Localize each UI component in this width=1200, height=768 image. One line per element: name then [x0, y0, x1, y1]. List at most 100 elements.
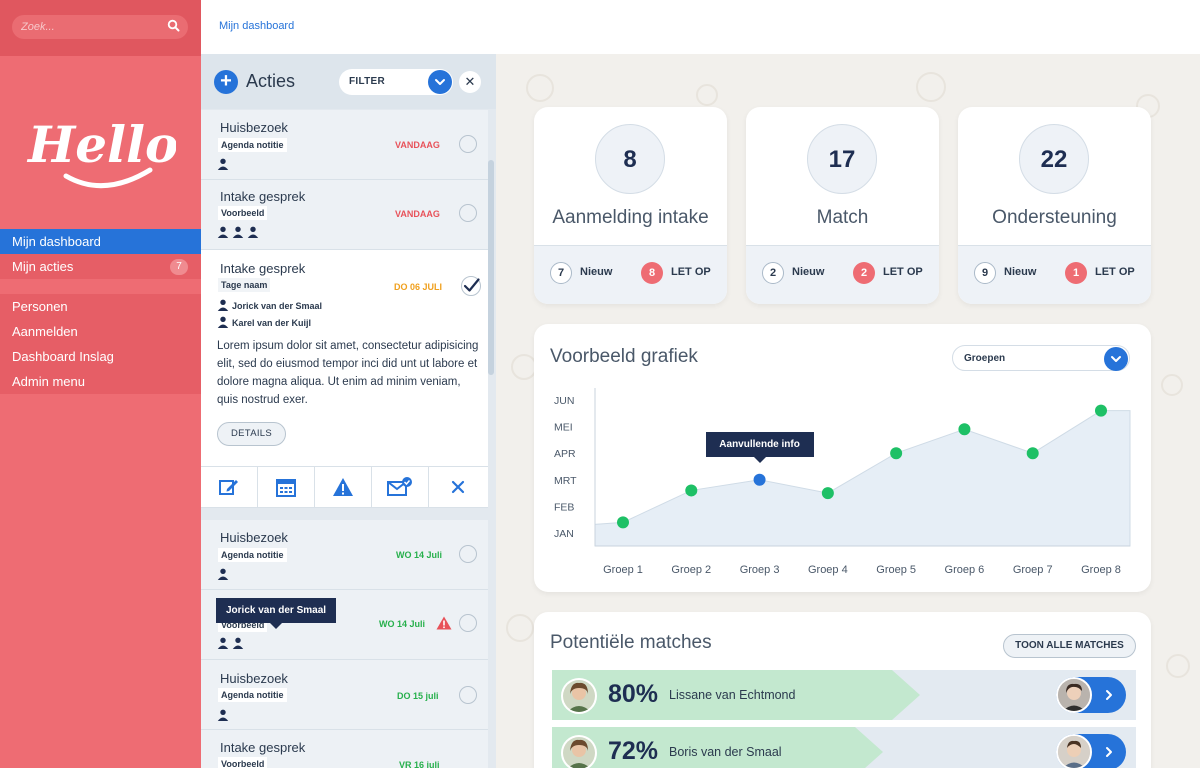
- card-date: VANDAAG: [395, 209, 440, 219]
- sidebar-item-dashboard-inslag[interactable]: Dashboard Inslag: [0, 344, 201, 369]
- sidebar-item-label: Dashboard Inslag: [12, 349, 114, 364]
- edit-button[interactable]: [201, 467, 258, 507]
- avatar: [561, 678, 597, 714]
- avatar: [1056, 734, 1092, 768]
- logo[interactable]: Hello's: [24, 100, 176, 195]
- chart-point: [821, 487, 834, 500]
- card-tag: Tage naam: [218, 278, 271, 292]
- person-icon: [217, 316, 229, 328]
- sidebar-section: [0, 294, 201, 394]
- calendar-icon: [276, 479, 296, 497]
- new-count[interactable]: 7: [550, 262, 572, 284]
- warning-button[interactable]: [315, 467, 372, 507]
- actions-panel: + Acties FILTER ✕ Huisbezoek Agenda noti…: [201, 54, 496, 768]
- sidebar-item-my-actions[interactable]: Mijn acties 7: [0, 254, 201, 279]
- person-tooltip: Jorick van der Smaal: [216, 598, 337, 629]
- group-select[interactable]: Groepen: [952, 345, 1130, 371]
- person-name[interactable]: Karel van der Kuijl: [232, 318, 312, 328]
- x-tick-label: Groep 1: [603, 564, 643, 576]
- complete-checkbox[interactable]: [459, 614, 477, 632]
- match-percent: 72%: [608, 737, 659, 765]
- stat-label: Match: [816, 207, 869, 228]
- action-card[interactable]: Intake gesprek Voorbeeld VR 16 juli: [201, 730, 488, 768]
- alert-count[interactable]: 2: [853, 262, 875, 284]
- chart-area: [594, 410, 1131, 547]
- mail-sent-button[interactable]: [372, 467, 429, 507]
- sidebar-item-persons[interactable]: Personen: [0, 294, 201, 319]
- stat-footer: 2 Nieuw 2 LET OP: [746, 245, 939, 304]
- show-all-matches-button[interactable]: TOON ALLE MATCHES: [1003, 634, 1136, 658]
- action-card[interactable]: Intake gesprek Voorbeeld VANDAAG: [201, 180, 488, 250]
- complete-checkbox[interactable]: [459, 135, 477, 153]
- complete-checkbox[interactable]: [459, 545, 477, 563]
- card-title: Intake gesprek: [220, 740, 306, 755]
- sidebar-item-label: Mijn dashboard: [12, 234, 101, 249]
- x-tick-label: Groep 3: [740, 564, 780, 576]
- add-action-button[interactable]: +: [214, 70, 238, 94]
- topbar: Mijn dashboard: [201, 0, 1200, 54]
- match-name: Lissane van Echtmond: [669, 688, 796, 702]
- match-row[interactable]: 80% Lissane van Echtmond: [552, 670, 1136, 720]
- details-button[interactable]: DETAILS: [217, 422, 286, 446]
- sidebar-item-label: Aanmelden: [12, 324, 78, 339]
- stat-value: 22: [1019, 124, 1089, 194]
- match-name: Boris van der Smaal: [669, 745, 782, 759]
- match-row[interactable]: 72% Boris van der Smaal: [552, 727, 1136, 768]
- person-icon: [217, 226, 229, 238]
- check-icon[interactable]: [460, 275, 482, 297]
- match-progress-fill: [552, 727, 883, 768]
- calendar-button[interactable]: [258, 467, 315, 507]
- chart-point: [1026, 447, 1039, 460]
- chart-point: [1095, 404, 1107, 417]
- stat-value: 17: [807, 124, 877, 194]
- new-count[interactable]: 2: [762, 262, 784, 284]
- chart-card: Voorbeeld grafiek Groepen JAN FEB MRT APR ME…: [534, 324, 1151, 592]
- action-card[interactable]: Huisbezoek Agenda notitie WO 14 Juli: [201, 520, 488, 590]
- sidebar-item-dashboard[interactable]: Mijn dashboard: [0, 229, 201, 254]
- search-icon[interactable]: [167, 19, 181, 33]
- stat-card-match[interactable]: 17 Match 2 Nieuw 2 LET OP: [746, 107, 939, 304]
- filter-label: FILTER: [349, 76, 386, 87]
- person-icon: [247, 226, 259, 238]
- complete-checkbox[interactable]: [459, 204, 477, 222]
- card-tag: Agenda notitie: [218, 138, 287, 152]
- alert-count[interactable]: 8: [641, 262, 663, 284]
- alert-count[interactable]: 1: [1065, 262, 1087, 284]
- stat-card-intake[interactable]: 8 Aanmelding intake 7 Nieuw 8 LET OP: [534, 107, 727, 304]
- filter-select[interactable]: FILTER: [339, 69, 453, 95]
- close-actions-button[interactable]: ✕: [459, 71, 481, 93]
- sidebar-item-admin-menu[interactable]: Admin menu: [0, 369, 201, 394]
- actions-count-badge: 7: [170, 259, 188, 275]
- action-card[interactable]: Huisbezoek Agenda notitie VANDAAG: [201, 110, 488, 180]
- sidebar-item-label: Admin menu: [12, 374, 85, 389]
- dismiss-button[interactable]: [429, 467, 486, 507]
- card-date: DO 06 JULI: [394, 282, 443, 292]
- card-date: WO 14 Juli: [379, 619, 426, 629]
- warning-icon: [333, 478, 353, 496]
- match-percent: 80%: [608, 680, 659, 708]
- actions-header: + Acties FILTER ✕: [201, 54, 496, 109]
- match-progress-fill: [552, 670, 920, 720]
- action-card[interactable]: Huisbezoek Agenda notitie DO 15 juli: [201, 660, 488, 730]
- new-label: Nieuw: [1004, 266, 1037, 278]
- stat-label: Aanmelding intake: [552, 207, 709, 228]
- search-input[interactable]: [12, 15, 188, 39]
- stat-card-support[interactable]: 22 Ondersteuning 9 Nieuw 1 LET OP: [958, 107, 1151, 304]
- sidebar-item-label: Personen: [12, 299, 68, 314]
- sidebar-item-register[interactable]: Aanmelden: [0, 319, 201, 344]
- person-icon: [217, 568, 229, 580]
- actions-scrollbar[interactable]: [488, 160, 494, 375]
- action-card-expanded[interactable]: Intake gesprek Tage naam Jorick van der …: [201, 250, 488, 508]
- match-progress-bar: [552, 670, 920, 720]
- line-chart[interactable]: JAN FEB MRT APR MEI JUN Groep 1 Groep 2 Groep 3 G…: [534, 324, 1151, 592]
- match-progress-bar: [552, 727, 883, 768]
- chart-tooltip: Aanvullende info: [705, 431, 814, 463]
- avatar: [1056, 677, 1092, 713]
- person-name[interactable]: Jorick van der Smaal: [232, 301, 323, 311]
- new-count[interactable]: 9: [974, 262, 996, 284]
- sidebar: Hello's Mijn dashboard Mijn acties 7 Per…: [0, 0, 201, 768]
- new-label: Nieuw: [580, 266, 613, 278]
- card-description: Lorem ipsum dolor sit amet, consectetur …: [217, 340, 479, 406]
- breadcrumb[interactable]: Mijn dashboard: [219, 20, 295, 32]
- complete-checkbox[interactable]: [459, 686, 477, 704]
